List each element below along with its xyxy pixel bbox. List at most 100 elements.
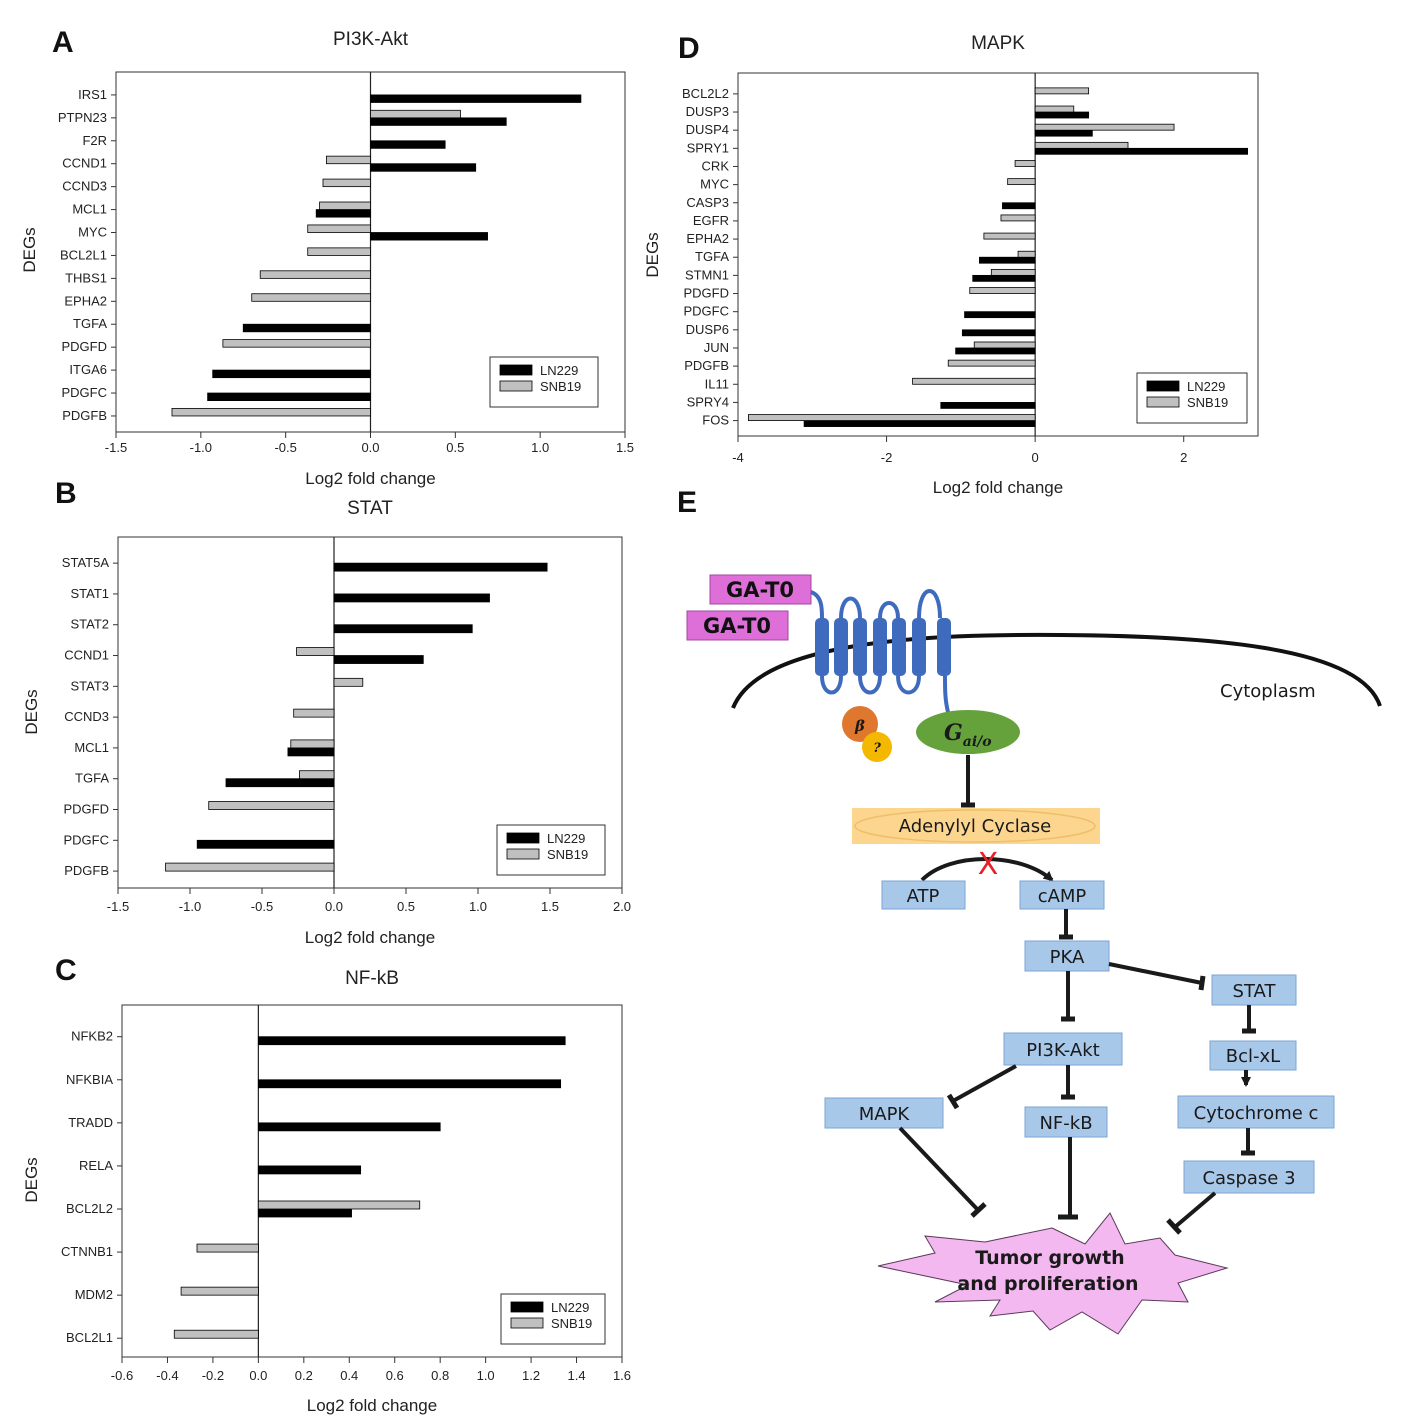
x-tick-label: 2.0	[613, 899, 631, 914]
category-label: IL11	[705, 376, 729, 391]
category-label: MYC	[78, 225, 107, 240]
category-label: DUSP6	[686, 322, 729, 337]
y-axis-label: DEGs	[22, 689, 41, 734]
chart-title: STAT	[347, 498, 393, 519]
bar-ln229-itga6	[212, 369, 371, 379]
bar-snb19-stat3	[333, 677, 364, 687]
category-label: MYC	[700, 177, 729, 192]
category-label: PDGFB	[62, 408, 107, 423]
legend-label-snb19: SNB19	[540, 379, 581, 394]
legend-label-ln229: LN229	[1187, 379, 1225, 394]
legend-swatch-snb19	[510, 1317, 544, 1329]
plot-frame	[117, 536, 623, 889]
category-label: MCL1	[72, 202, 107, 217]
pi3k-akt-label: PI3K-Akt	[1026, 1040, 1099, 1061]
x-tick-label: -1.5	[105, 440, 127, 455]
bar-snb19-mdm2	[180, 1286, 259, 1296]
bar-snb19-bcl2l1	[307, 247, 371, 256]
bar-ln229-tradd	[257, 1122, 441, 1132]
bar-snb19-ccnd1	[325, 155, 371, 165]
category-label: PTPN23	[58, 110, 107, 125]
bar-ln229-bcl2l2	[257, 1208, 352, 1218]
stat-node	[1211, 974, 1297, 1006]
x-axis-label: Log2 fold change	[933, 478, 1063, 497]
bcl-xl-label: Bcl-xL	[1226, 1046, 1280, 1067]
bar-ln229-tgfa	[242, 323, 371, 333]
x-axis-label: Log2 fold change	[305, 469, 435, 488]
bar-ln229-f2r	[370, 140, 446, 149]
category-label: EPHA2	[64, 293, 107, 308]
chart-title: PI3K-Akt	[333, 29, 409, 50]
category-label: BCL2L1	[60, 247, 107, 262]
bar-ln229-ccnd1	[333, 655, 424, 664]
category-label: CCND1	[64, 648, 109, 663]
category-label: CASP3	[686, 195, 729, 210]
bar-snb19-fos	[748, 414, 1036, 421]
bar-ln229-stat2	[333, 624, 473, 634]
category-label: PDGFC	[62, 385, 108, 400]
stat-label: STAT	[1233, 981, 1277, 1002]
x-tick-label: 1.6	[613, 1368, 631, 1383]
ga-t0-ligand-box-1	[709, 574, 812, 605]
bar-ln229-dusp6	[961, 329, 1036, 337]
category-label: MCL1	[74, 740, 109, 755]
x-tick-label: 0.6	[386, 1368, 404, 1383]
category-label: NFKB2	[71, 1029, 113, 1044]
bar-ln229-jun	[955, 347, 1036, 355]
category-label: DUSP4	[686, 122, 729, 137]
chart-title: MAPK	[971, 33, 1025, 54]
x-tick-label: 1.2	[522, 1368, 540, 1383]
category-label: EPHA2	[686, 231, 729, 246]
legend-swatch-ln229	[506, 832, 540, 844]
bar-snb19-epha2	[983, 232, 1036, 240]
category-label: PDGFD	[64, 802, 110, 817]
bar-ln229-tgfa	[979, 256, 1036, 264]
category-label: TGFA	[695, 249, 729, 264]
category-label: TRADD	[68, 1115, 113, 1130]
bar-snb19-bcl2l2	[1034, 87, 1090, 95]
category-label: CCND3	[64, 709, 109, 724]
bar-snb19-myc	[307, 224, 371, 233]
atp-node	[881, 880, 966, 910]
bar-snb19-mcl1	[290, 739, 335, 749]
nfkb-label: NF-kB	[1039, 1113, 1092, 1134]
caspase-3-label: Caspase 3	[1202, 1168, 1295, 1189]
x-tick-label: 1.0	[531, 440, 549, 455]
chart-panel-d: D MAPK -4 -2 0 2 Log2 fold change DEGs BCL2L2 DUS…	[643, 32, 1259, 497]
adenylyl-cyclase-label: Adenylyl Cyclase	[899, 816, 1052, 837]
bar-ln229-myc	[370, 232, 488, 241]
g-alpha-subunit-icon	[916, 710, 1020, 754]
category-label: TGFA	[73, 316, 107, 331]
bcl-xl-node	[1209, 1040, 1297, 1071]
bar-snb19-dusp3	[1034, 105, 1075, 113]
category-label: RELA	[79, 1158, 113, 1173]
pka-label: PKA	[1050, 947, 1085, 968]
bar-snb19-ctnnb1	[196, 1243, 259, 1253]
g-gamma-label: ?	[873, 741, 881, 756]
x-tick-label: 1.0	[477, 1368, 495, 1383]
bar-snb19-pdgfd	[222, 339, 371, 348]
bar-snb19-bcl2l1	[173, 1329, 259, 1339]
category-label: PDGFB	[684, 358, 729, 373]
bar-snb19-ccnd3	[293, 708, 335, 718]
category-label: PDGFD	[684, 286, 730, 301]
legend-swatch-ln229	[1146, 380, 1180, 392]
bar-snb19-il11	[912, 377, 1036, 385]
bar-snb19-thbs1	[259, 270, 371, 279]
category-label: EGFR	[693, 213, 729, 228]
bar-snb19-egfr	[1000, 214, 1036, 222]
category-label: TGFA	[75, 771, 109, 786]
bar-snb19-pdgfd	[208, 801, 335, 810]
category-label: THBS1	[65, 270, 107, 285]
bar-ln229-ccnd1	[370, 163, 477, 172]
legend-label-snb19: SNB19	[1187, 395, 1228, 410]
legend-swatch-ln229	[499, 364, 533, 376]
y-axis-label: DEGs	[643, 232, 662, 277]
x-tick-label: 0.4	[340, 1368, 358, 1383]
g-beta-subunit-icon	[842, 706, 878, 742]
legend-swatch-snb19	[506, 848, 540, 860]
bar-ln229-spry1	[1034, 147, 1248, 155]
tumor-label-line1: Tumor growth	[975, 1247, 1124, 1269]
bar-ln229-stmn1	[972, 274, 1036, 282]
x-tick-label: -1.5	[107, 899, 129, 914]
